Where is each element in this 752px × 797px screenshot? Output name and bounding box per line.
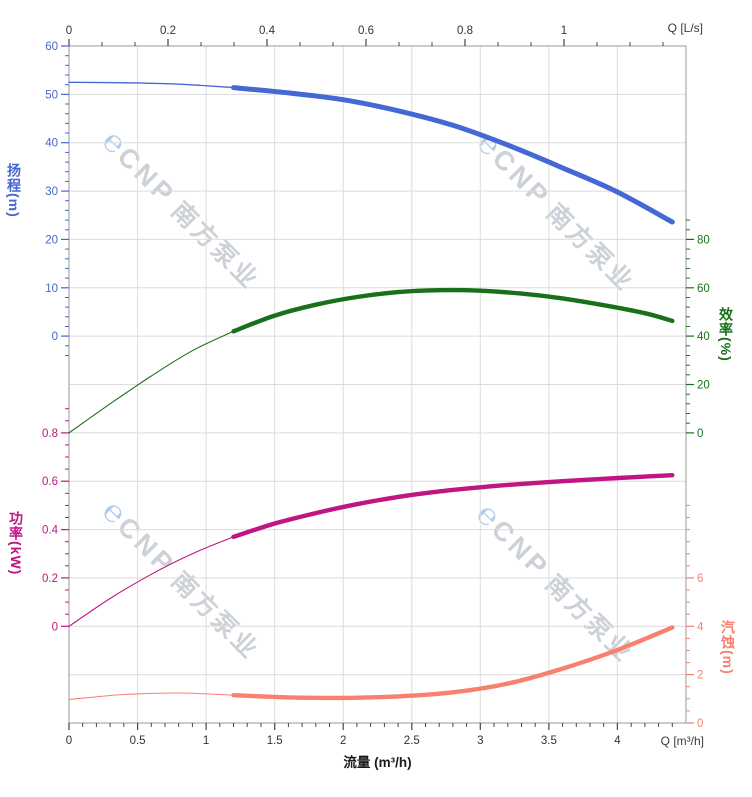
tick-label: 60 <box>45 41 58 53</box>
head-axis: 60 50 40 30 20 10 0 <box>45 41 69 356</box>
tick-label: 0.5 <box>130 735 146 747</box>
tick-label: 60 <box>697 283 710 295</box>
tick-label: 40 <box>697 331 710 343</box>
power-axis-title: 功率(kW) <box>8 511 24 576</box>
tick-label: 0.4 <box>259 25 276 37</box>
tick-label: 30 <box>45 186 58 198</box>
tick-label: 3.5 <box>541 735 557 747</box>
bottom-axis-unit-label: Q [m³/h] <box>660 734 704 748</box>
npsh-curve-thick <box>231 625 675 701</box>
npsh-curve-thin <box>68 692 235 701</box>
tick-label: 10 <box>45 283 58 295</box>
tick-label: 0.2 <box>42 573 58 585</box>
power-curve-thin <box>68 536 235 627</box>
efficiency-axis-title: 效率(%) <box>718 307 734 362</box>
tick-label: 0 <box>66 735 72 747</box>
tick-label: 0.8 <box>42 428 58 440</box>
tick-label: 40 <box>45 138 58 150</box>
power-curve <box>68 473 675 627</box>
head-curve-thin <box>68 81 235 89</box>
tick-label: 20 <box>45 234 58 246</box>
tick-label: 80 <box>697 234 710 246</box>
eff-axis: 80 60 40 20 0 <box>686 219 710 440</box>
tick-label: 0.6 <box>42 476 58 488</box>
eff-curve <box>68 287 675 434</box>
tick-label: 0.8 <box>457 25 473 37</box>
head-curve <box>68 81 675 225</box>
tick-label: 4 <box>614 735 621 747</box>
tick-label: 0.2 <box>160 25 176 37</box>
tick-label: 3 <box>477 735 483 747</box>
power-axis: 0.8 0.6 0.4 0.2 0 <box>42 408 69 633</box>
top-axis-unit-label: Q [L/s] <box>667 21 703 35</box>
top-x-axis: 0 0.2 0.4 0.6 0.8 1 <box>66 25 664 46</box>
tick-label: 0 <box>66 25 72 37</box>
head-curve-thick <box>231 85 675 225</box>
npsh-axis: 6 4 2 0 <box>686 504 704 730</box>
tick-label: 4 <box>697 621 704 633</box>
tick-label: 2 <box>340 735 346 747</box>
npsh-curve <box>68 625 675 701</box>
x-axis-title: 流量 (m³/h) <box>343 755 412 770</box>
grid-lines <box>69 46 686 723</box>
tick-label: 0 <box>697 428 703 440</box>
tick-label: 20 <box>697 380 710 392</box>
tick-label: 0.6 <box>358 25 374 37</box>
tick-label: 0 <box>52 331 58 343</box>
bottom-x-axis: 0 0.5 1 1.5 2 2.5 3 3.5 4 <box>66 723 673 747</box>
tick-label: 50 <box>45 89 58 101</box>
tick-label: 6 <box>697 573 703 585</box>
tick-label: 0 <box>52 621 58 633</box>
npsh-axis-title: 汽蚀(m) <box>720 620 736 675</box>
eff-curve-thick <box>231 287 675 334</box>
tick-label: 0.4 <box>42 525 59 537</box>
power-curve-thick <box>231 473 675 539</box>
tick-label: 0 <box>697 718 703 730</box>
head-axis-title: 扬程(m) <box>6 163 22 218</box>
tick-label: 1 <box>561 25 567 37</box>
eff-curve-thin <box>68 330 235 434</box>
tick-label: 1.5 <box>267 735 283 747</box>
tick-label: 2.5 <box>404 735 420 747</box>
tick-label: 1 <box>203 735 209 747</box>
tick-label: 2 <box>697 670 703 682</box>
